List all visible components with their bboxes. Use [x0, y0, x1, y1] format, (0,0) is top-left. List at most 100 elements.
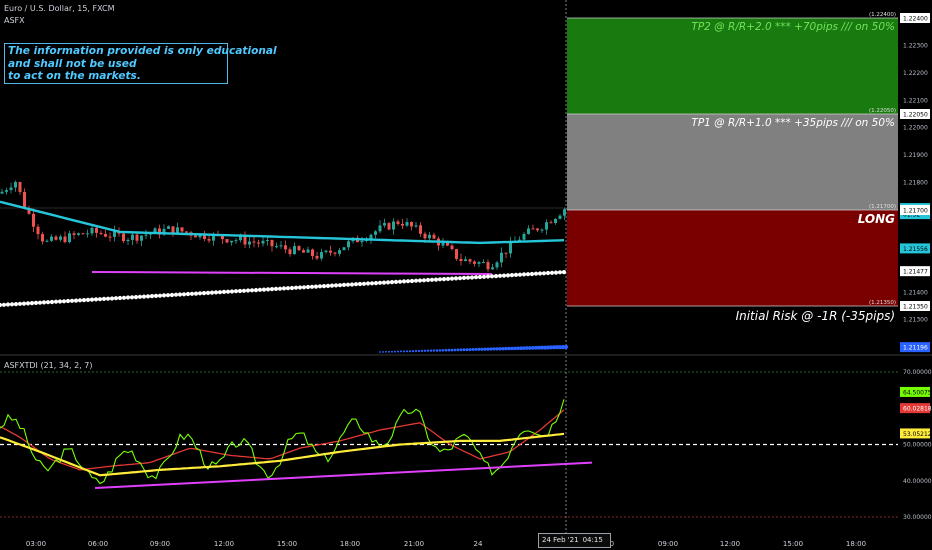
blue-dot: [391, 350, 393, 353]
baseline-dot: [561, 270, 567, 275]
candle-body: [428, 234, 431, 239]
candle-body: [14, 182, 17, 188]
candle-body: [383, 223, 386, 226]
zone-price-label: (1.22400): [869, 12, 896, 18]
baseline-dot: [205, 290, 211, 295]
baseline-dot: [41, 300, 47, 305]
candle-body: [491, 267, 494, 270]
candle-body: [464, 259, 467, 262]
disclaimer-line: The information provided is only educati…: [8, 45, 277, 57]
baseline-dot: [249, 288, 255, 293]
baseline-dot: [245, 288, 251, 293]
indicator-title[interactable]: ASFXTDI (21, 34, 2, 7): [4, 361, 93, 370]
baseline-dot: [389, 280, 395, 285]
baseline-dot: [89, 297, 95, 302]
risk-label: Initial Risk @ -1R (-35pips): [735, 309, 895, 323]
blue-dot: [399, 350, 403, 353]
time-label: 18:00: [845, 540, 867, 548]
time-label: 21:00: [403, 540, 425, 548]
baseline-dot: [81, 298, 87, 303]
baseline-dot: [137, 294, 143, 299]
dotted-baseline: [0, 270, 569, 353]
baseline-dot: [221, 289, 227, 294]
candle-body: [558, 215, 562, 219]
blue-dot: [441, 348, 445, 352]
candle-body: [194, 235, 197, 238]
candle-body: [554, 218, 557, 223]
candle-body: [248, 241, 251, 245]
price-tag-label: 1.21350: [903, 304, 928, 311]
candle-body: [410, 222, 413, 227]
baseline-dot: [241, 288, 247, 293]
baseline-dot: [193, 291, 199, 296]
blue-dot: [501, 347, 505, 351]
blue-dot: [471, 348, 475, 351]
price-tick-label: 1.21900: [903, 152, 928, 159]
candle-body: [297, 246, 301, 251]
candle-body: [131, 234, 134, 240]
indicator-tag: [900, 386, 930, 397]
candle-body: [135, 234, 139, 241]
price-tag-label: 1.22050: [903, 112, 928, 119]
baseline-dot: [153, 293, 159, 298]
candle-body: [387, 223, 391, 230]
baseline-dot: [297, 285, 303, 290]
price-tick-label: 1.21300: [903, 317, 928, 324]
study-name[interactable]: ASFX: [4, 16, 25, 25]
candle-body: [171, 226, 175, 234]
baseline-dot: [125, 295, 131, 300]
candle-body: [59, 236, 62, 240]
candle-body: [0, 191, 4, 194]
blue-dot: [456, 348, 460, 352]
blue-dot: [495, 347, 499, 351]
candle-body: [486, 262, 490, 270]
baseline-dot: [469, 275, 475, 280]
baseline-dot: [325, 283, 331, 288]
blue-dot: [405, 350, 409, 353]
baseline-dot: [537, 271, 543, 276]
blue-dot: [554, 345, 560, 350]
baseline-dot: [341, 282, 347, 287]
price-tick-label: 1.22100: [903, 97, 928, 104]
candle-body: [153, 228, 157, 234]
tp2-label: TP2 @ R/R+2.0 *** +70pips /// on 50%: [691, 21, 895, 33]
symbol-title[interactable]: Euro / U.S. Dollar, 15, FXCM: [4, 4, 115, 13]
price-tag-label: 1.21700: [903, 208, 928, 215]
baseline-dot: [269, 287, 275, 292]
baseline-dot: [445, 276, 451, 281]
baseline-dot: [177, 292, 183, 297]
baseline-dot: [121, 295, 127, 300]
baseline-dot: [225, 289, 231, 294]
baseline-dot: [413, 278, 419, 283]
ema-path: [0, 200, 565, 245]
risk-zone: [567, 210, 898, 306]
candle-body: [405, 222, 409, 226]
baseline-dot: [281, 286, 287, 291]
baseline-dot: [61, 299, 67, 304]
blue-dot: [531, 346, 535, 350]
price-tick-label: 1.22000: [903, 125, 928, 132]
candle-body: [419, 225, 422, 234]
blue-dot: [548, 345, 554, 350]
crosshair-date: 24 Feb '21: [542, 536, 579, 544]
candle-body: [279, 245, 283, 247]
candle-body: [257, 242, 260, 244]
baseline-dot: [69, 298, 75, 303]
baseline-dot: [0, 302, 3, 308]
blue-dot: [560, 345, 566, 350]
baseline-dot: [437, 277, 443, 282]
candle-body: [270, 239, 274, 247]
baseline-dot: [257, 287, 263, 292]
baseline-dot: [453, 276, 459, 281]
baseline-dot: [113, 296, 119, 301]
baseline-dot: [493, 274, 499, 279]
blue-dot: [465, 348, 469, 352]
blue-dot: [396, 350, 400, 353]
baseline-dot: [237, 288, 243, 294]
baseline-dot: [433, 277, 439, 282]
candle-body: [288, 249, 292, 255]
candlestick-series: [0, 180, 566, 272]
candle-body: [95, 227, 98, 233]
price-tag-label: 1.21556: [903, 246, 928, 253]
